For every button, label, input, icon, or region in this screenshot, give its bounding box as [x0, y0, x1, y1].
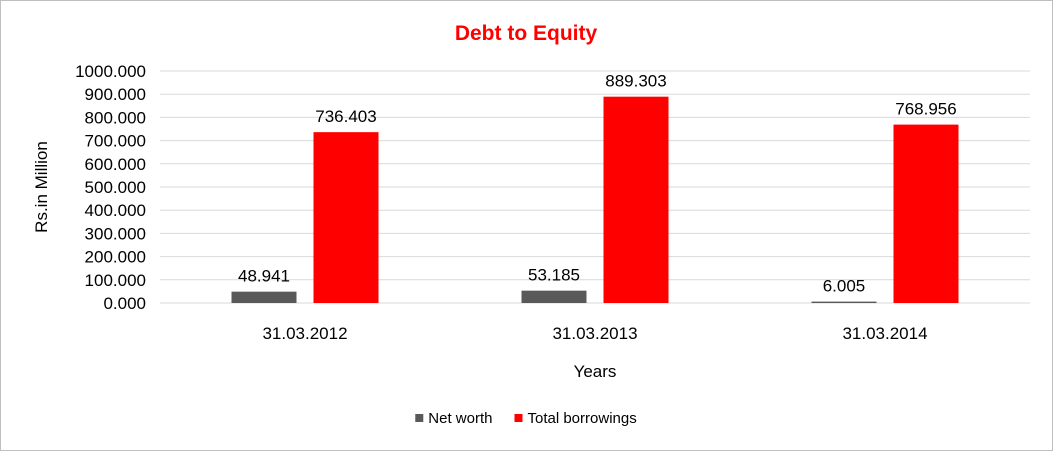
bar-net-worth	[231, 291, 297, 303]
y-axis-tick-labels: 0.000 100.000 200.000 300.000 400.000 500.000…	[75, 62, 146, 313]
y-tick-label: 1000.000	[75, 62, 146, 81]
data-label: 6.005	[823, 277, 866, 296]
bar-net-worth	[521, 290, 587, 303]
bar-total-borrowings	[893, 124, 959, 304]
data-label: 768.956	[895, 100, 956, 119]
y-tick-label: 100.000	[85, 271, 146, 290]
y-tick-label: 0.000	[103, 294, 146, 313]
y-tick-label: 200.000	[85, 248, 146, 267]
y-tick-label: 900.000	[85, 85, 146, 104]
y-tick-label: 500.000	[85, 178, 146, 197]
bar-net-worth	[811, 301, 877, 303]
bar-total-borrowings	[603, 96, 669, 303]
x-tick-label: 31.03.2013	[552, 324, 637, 343]
data-label: 48.941	[238, 267, 290, 286]
y-tick-label: 400.000	[85, 201, 146, 220]
y-tick-label: 800.000	[85, 108, 146, 127]
legend-swatch	[415, 414, 424, 422]
x-tick-label: 31.03.2012	[262, 324, 347, 343]
x-tick-label: 31.03.2014	[842, 324, 927, 343]
y-axis-title: Rs.in Million	[32, 141, 51, 233]
x-axis-title: Years	[574, 362, 617, 381]
data-label: 53.185	[528, 266, 580, 285]
data-labels: 48.941 736.403 53.185 889.303 6.005 768.956	[238, 72, 957, 296]
data-label: 889.303	[605, 72, 666, 91]
legend-swatch	[514, 414, 523, 422]
legend-item: Total borrowings	[514, 410, 637, 427]
gridlines	[160, 70, 1030, 304]
data-label: 736.403	[315, 107, 376, 126]
y-tick-label: 300.000	[85, 224, 146, 243]
bar-total-borrowings	[313, 132, 379, 303]
legend-label: Total borrowings	[527, 410, 636, 427]
x-axis-tick-labels: 31.03.2012 31.03.2013 31.03.2014	[262, 324, 927, 343]
legend-label: Net worth	[428, 410, 492, 427]
y-tick-label: 700.000	[85, 132, 146, 151]
legend: Net worth Total borrowings	[415, 410, 637, 427]
legend-item: Net worth	[415, 410, 492, 427]
chart-title: Debt to Equity	[455, 22, 598, 45]
bars	[231, 96, 959, 304]
y-tick-label: 600.000	[85, 155, 146, 174]
